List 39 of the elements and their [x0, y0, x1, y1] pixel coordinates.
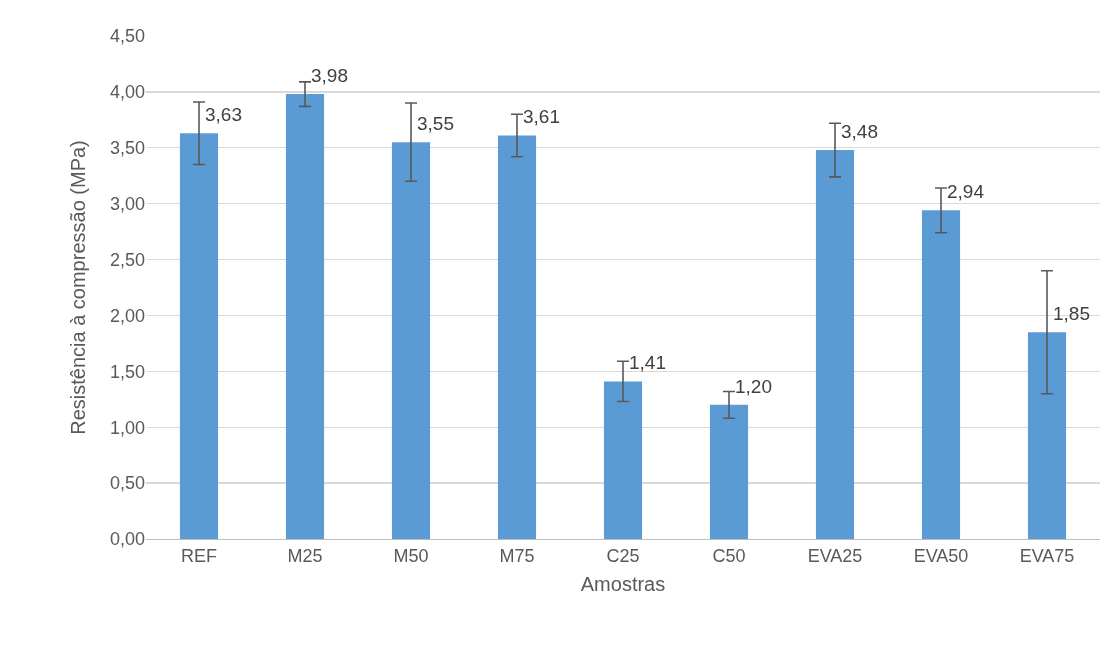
- data-label: 3,48: [841, 121, 878, 142]
- data-label: 1,20: [735, 376, 772, 397]
- bar: [815, 150, 855, 539]
- y-tick-label: 4,00: [109, 82, 145, 103]
- data-label: 1,41: [629, 352, 666, 373]
- y-tick-label: 2,00: [109, 305, 145, 326]
- x-tick-label: M75: [499, 545, 535, 566]
- bar: [391, 142, 431, 539]
- bar: [603, 381, 643, 539]
- bar: [285, 94, 325, 539]
- y-tick-label: 2,50: [109, 249, 145, 270]
- x-tick-label: EVA25: [807, 545, 863, 566]
- y-tick-label: 1,50: [109, 361, 145, 382]
- data-label: 3,98: [311, 65, 348, 86]
- x-tick-label: EVA75: [1019, 545, 1075, 566]
- x-tick-label: M50: [393, 545, 429, 566]
- x-tick-label: C50: [712, 545, 746, 566]
- bar: [179, 133, 219, 539]
- bar: [497, 135, 537, 539]
- y-axis-title: Resistência à compressão (MPa): [67, 140, 90, 435]
- bar: [709, 404, 749, 539]
- x-tick-label: EVA50: [913, 545, 969, 566]
- x-axis-title: Amostras: [580, 573, 666, 596]
- x-tick-label: M25: [287, 545, 323, 566]
- y-tick-label: 3,50: [109, 138, 145, 159]
- y-tick-label: 1,00: [109, 417, 145, 438]
- data-label: 3,55: [417, 113, 454, 134]
- data-label: 2,94: [947, 181, 985, 202]
- y-tick-label: 4,50: [109, 26, 145, 47]
- y-tick-label: 3,00: [109, 193, 145, 214]
- data-label: 3,61: [523, 106, 560, 127]
- x-tick-label: REF: [181, 545, 217, 566]
- data-label: 3,63: [205, 104, 242, 125]
- bar: [1027, 332, 1067, 539]
- bar: [921, 210, 961, 539]
- y-tick-label: 0,00: [109, 529, 145, 550]
- y-tick-label: 0,50: [109, 473, 145, 494]
- data-label: 1,85: [1053, 303, 1090, 324]
- x-tick-label: C25: [606, 545, 640, 566]
